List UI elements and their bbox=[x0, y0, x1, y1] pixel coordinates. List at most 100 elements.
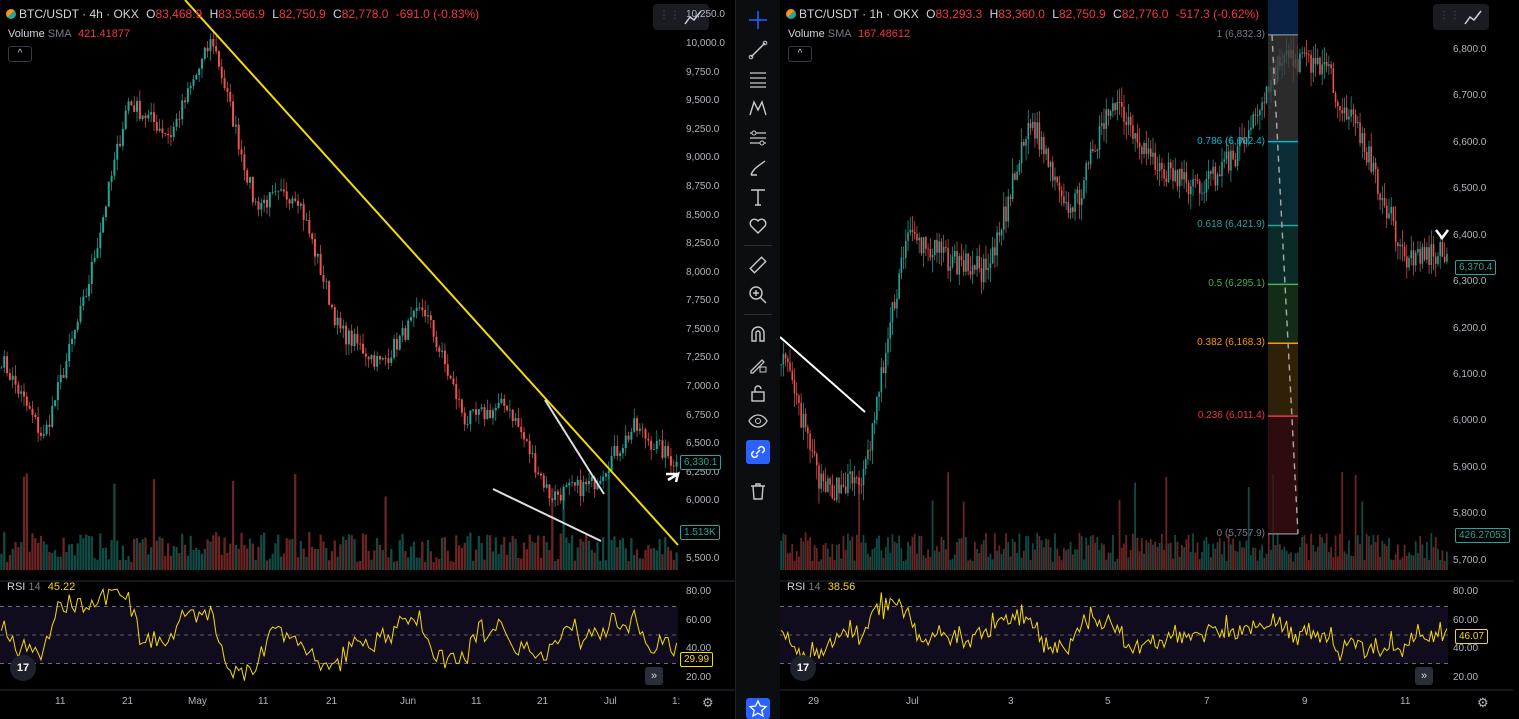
volume-bar bbox=[1332, 557, 1335, 570]
volume-bar bbox=[418, 557, 421, 570]
crosshair-icon[interactable] bbox=[746, 8, 770, 32]
candle-body bbox=[1214, 166, 1217, 186]
candle-body bbox=[217, 51, 220, 67]
volume-bar bbox=[556, 559, 560, 570]
tradingview-logo-icon[interactable]: 17 bbox=[790, 655, 816, 681]
right-collapse-button[interactable]: ^ bbox=[788, 46, 812, 62]
left-rsi-legend: RSI 14 45.22 bbox=[7, 581, 75, 593]
pencil-lock-icon[interactable] bbox=[746, 352, 770, 376]
candle-body bbox=[1136, 133, 1139, 143]
volume-bar bbox=[1339, 533, 1341, 570]
right-chart-options-button[interactable]: ⋮⋮ bbox=[1433, 4, 1489, 30]
right-rsi-legend: RSI 14 38.56 bbox=[787, 581, 855, 593]
candlestick-series bbox=[0, 32, 678, 510]
right-scroll-right-button[interactable]: » bbox=[1415, 667, 1433, 685]
candle-body bbox=[860, 484, 863, 486]
left-settings-gear-icon[interactable]: ⚙ bbox=[702, 695, 714, 710]
candle-body bbox=[359, 343, 362, 345]
rsi-tick-label: 20.00 bbox=[686, 671, 712, 683]
candle-body bbox=[37, 416, 40, 433]
volume-bar bbox=[630, 538, 633, 570]
candle-body bbox=[1003, 206, 1005, 230]
fib-level-label: 0.382 (6,168.3) bbox=[1197, 337, 1265, 349]
ruler-icon[interactable] bbox=[746, 253, 770, 277]
volume-bar bbox=[1321, 537, 1324, 570]
candle-body bbox=[1034, 121, 1036, 139]
volume-bar bbox=[1365, 533, 1368, 570]
volume-bar bbox=[322, 541, 325, 570]
candle-body bbox=[121, 128, 124, 146]
magnet-icon[interactable] bbox=[746, 322, 770, 346]
trash-icon[interactable] bbox=[746, 479, 770, 503]
candle-body bbox=[1045, 148, 1047, 155]
volume-bar bbox=[1163, 549, 1165, 570]
eye-icon[interactable] bbox=[746, 409, 770, 433]
candle-body bbox=[1072, 207, 1074, 212]
candle-body bbox=[339, 317, 342, 329]
forecast-icon[interactable] bbox=[746, 126, 770, 150]
volume-bar bbox=[1103, 544, 1105, 570]
candle-body bbox=[455, 384, 458, 400]
candle-body bbox=[302, 203, 305, 220]
fib-level-label: 0.786 (6,602.4) bbox=[1197, 135, 1265, 147]
volume-bar bbox=[1287, 553, 1290, 570]
zoom-in-icon[interactable] bbox=[746, 283, 770, 307]
volume-bar bbox=[582, 541, 585, 570]
volume-bar bbox=[376, 537, 379, 570]
right-rsi-period: 14 bbox=[808, 581, 821, 593]
candle-body bbox=[280, 189, 283, 191]
rsi-tick-label: 80.00 bbox=[1453, 586, 1479, 598]
tradingview-logo-icon[interactable]: 17 bbox=[10, 655, 36, 681]
heart-icon[interactable] bbox=[746, 214, 770, 238]
pattern-icon[interactable] bbox=[746, 96, 770, 120]
candle-body bbox=[1121, 102, 1123, 107]
candle-body bbox=[127, 101, 130, 111]
text-icon[interactable] bbox=[746, 185, 770, 209]
volume-bar bbox=[491, 551, 495, 570]
candle-body bbox=[853, 477, 856, 484]
volume-bar bbox=[624, 548, 627, 570]
candle-body bbox=[1377, 169, 1379, 194]
candle-body bbox=[1247, 130, 1250, 138]
right-settings-gear-icon[interactable]: ⚙ bbox=[1477, 695, 1489, 710]
right-chart-pane[interactable]: BTC/USDT · 1h · OKX O83,293.3 H83,360.0 … bbox=[780, 0, 1519, 719]
left-chart-pane[interactable]: BTC/USDT · 4h · OKX O83,468.9 H83,566.9 … bbox=[0, 0, 735, 719]
brush-icon[interactable] bbox=[746, 156, 770, 180]
candle-body bbox=[579, 479, 582, 497]
time-tick-label: May bbox=[188, 696, 207, 707]
left-collapse-button[interactable]: ^ bbox=[8, 46, 32, 62]
volume-bar bbox=[1172, 558, 1174, 570]
candle-body bbox=[539, 473, 542, 476]
trendline-icon[interactable] bbox=[746, 38, 770, 62]
candle-body bbox=[56, 382, 59, 401]
volume-bar bbox=[1432, 547, 1435, 570]
volume-bar bbox=[1434, 537, 1437, 570]
candle-body bbox=[807, 427, 809, 434]
left-change: -691.0 (-0.83%) bbox=[395, 7, 480, 21]
volume-bar bbox=[330, 551, 334, 570]
volume-bar bbox=[356, 561, 359, 570]
star-icon[interactable] bbox=[746, 698, 770, 719]
volume-bar bbox=[599, 560, 602, 570]
candle-body bbox=[931, 255, 934, 258]
candle-body bbox=[311, 233, 314, 240]
candle-body bbox=[500, 398, 503, 403]
volume-bar bbox=[887, 536, 889, 570]
link-icon[interactable] bbox=[746, 440, 770, 464]
volume-bar bbox=[353, 538, 356, 570]
left-scroll-right-button[interactable]: » bbox=[645, 667, 663, 685]
fib-zone bbox=[1268, 284, 1298, 344]
candle-body bbox=[136, 101, 139, 112]
left-chart-canvas[interactable] bbox=[0, 0, 735, 719]
candle-body bbox=[1263, 102, 1266, 104]
volume-bar bbox=[302, 548, 305, 570]
candle-body bbox=[1149, 148, 1152, 157]
candle-body bbox=[1332, 68, 1335, 93]
candle-body bbox=[1054, 176, 1056, 181]
volume-bar bbox=[607, 473, 610, 570]
fib-icon[interactable] bbox=[746, 67, 770, 91]
right-chart-canvas[interactable] bbox=[780, 0, 1519, 719]
lock-icon[interactable] bbox=[746, 381, 770, 405]
candle-body bbox=[1323, 61, 1326, 65]
left-chart-options-button[interactable]: ⋮⋮ bbox=[653, 4, 709, 30]
